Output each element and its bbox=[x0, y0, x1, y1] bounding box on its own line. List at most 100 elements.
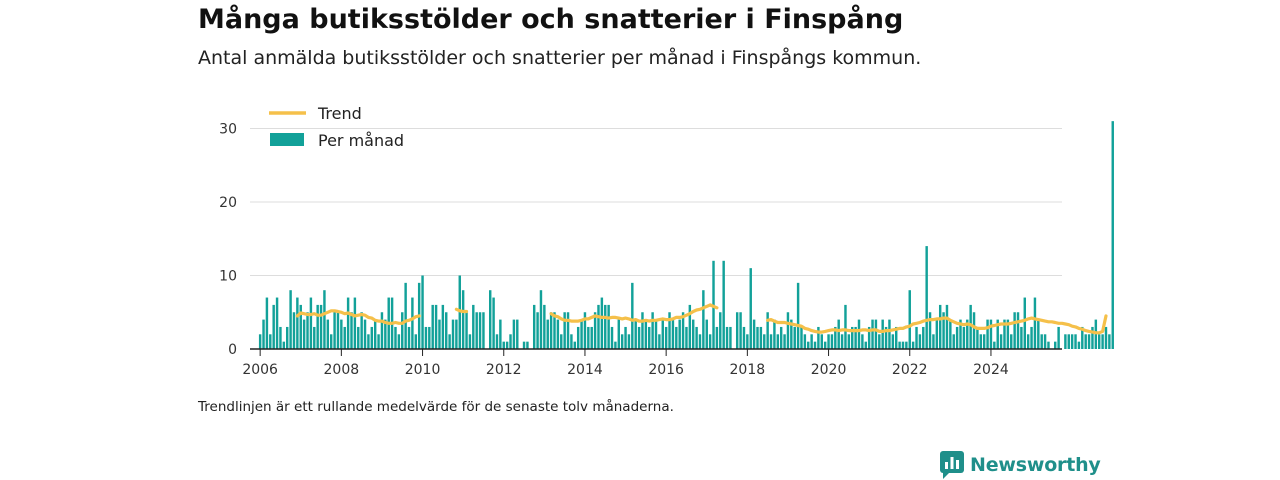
bar bbox=[1074, 334, 1077, 349]
bar bbox=[769, 334, 773, 349]
bar bbox=[546, 319, 549, 349]
bar bbox=[614, 341, 617, 349]
bar bbox=[928, 312, 932, 349]
bar bbox=[299, 304, 302, 349]
bar bbox=[922, 326, 925, 349]
bar bbox=[516, 319, 519, 349]
bar bbox=[472, 304, 475, 349]
bar bbox=[421, 275, 424, 349]
bar bbox=[336, 312, 340, 349]
bar bbox=[637, 326, 641, 349]
bar bbox=[1108, 334, 1111, 349]
bar bbox=[407, 326, 411, 349]
bar bbox=[539, 290, 543, 349]
bar bbox=[1087, 334, 1091, 349]
bar bbox=[451, 319, 455, 349]
bar bbox=[401, 312, 404, 349]
bar bbox=[1081, 326, 1084, 349]
bar bbox=[360, 312, 363, 349]
bar bbox=[414, 334, 418, 349]
bar bbox=[488, 290, 492, 349]
bar bbox=[258, 334, 262, 349]
bar bbox=[935, 319, 939, 349]
bar bbox=[323, 290, 326, 349]
bar bbox=[441, 304, 445, 349]
bar bbox=[658, 334, 661, 349]
bar bbox=[786, 312, 790, 349]
bar bbox=[549, 312, 553, 349]
bar bbox=[749, 268, 752, 349]
bar bbox=[610, 326, 614, 349]
bar bbox=[1040, 334, 1043, 349]
bar bbox=[455, 319, 458, 349]
bar bbox=[820, 334, 824, 349]
bar bbox=[343, 326, 346, 349]
bar bbox=[377, 334, 380, 349]
bar bbox=[837, 319, 840, 349]
bar bbox=[627, 334, 631, 349]
bar bbox=[282, 341, 286, 349]
bar bbox=[756, 326, 759, 349]
bar bbox=[735, 312, 739, 349]
bar bbox=[783, 334, 786, 349]
footnote: Trendlinjen är ett rullande medelvärde f… bbox=[198, 399, 674, 415]
bar bbox=[905, 341, 908, 349]
bar bbox=[1054, 341, 1057, 349]
bar bbox=[428, 326, 431, 349]
bar bbox=[373, 319, 377, 349]
bar bbox=[986, 319, 989, 349]
bar bbox=[634, 319, 637, 349]
bar bbox=[461, 290, 465, 349]
bar bbox=[942, 312, 945, 349]
bar bbox=[651, 312, 654, 349]
bar bbox=[262, 319, 265, 349]
bar bbox=[512, 319, 516, 349]
bar bbox=[492, 297, 495, 349]
brand-logo[interactable]: Newsworthy bbox=[940, 451, 1101, 479]
bar bbox=[996, 319, 999, 349]
trend-line-segment bbox=[454, 307, 469, 314]
bar bbox=[915, 326, 918, 349]
bar bbox=[397, 334, 401, 349]
bar bbox=[404, 282, 407, 349]
bar bbox=[573, 341, 577, 349]
bar bbox=[796, 282, 800, 349]
bar bbox=[590, 326, 593, 349]
bar bbox=[600, 297, 604, 349]
bar bbox=[702, 290, 705, 349]
bar bbox=[482, 312, 485, 349]
bar bbox=[864, 341, 867, 349]
brand-name: Newsworthy bbox=[970, 454, 1101, 476]
bar bbox=[505, 341, 509, 349]
bar bbox=[434, 304, 438, 349]
bar bbox=[807, 341, 810, 349]
legend: Trend Per månad bbox=[269, 104, 404, 150]
bar bbox=[901, 341, 905, 349]
bar bbox=[955, 326, 959, 349]
bar bbox=[691, 319, 695, 349]
bar bbox=[715, 326, 719, 349]
bar bbox=[705, 319, 708, 349]
bar bbox=[989, 319, 993, 349]
bar bbox=[918, 334, 922, 349]
bar bbox=[319, 304, 323, 349]
bar bbox=[932, 334, 935, 349]
bar bbox=[742, 326, 746, 349]
y-tick-label: 10 bbox=[219, 269, 237, 285]
bar bbox=[959, 319, 962, 349]
bar bbox=[884, 326, 888, 349]
bar bbox=[431, 304, 434, 349]
bar bbox=[292, 312, 296, 349]
bar bbox=[1033, 297, 1037, 349]
bar bbox=[854, 326, 857, 349]
bar bbox=[326, 319, 330, 349]
y-tick-label: 30 bbox=[219, 122, 237, 138]
bar bbox=[1077, 341, 1081, 349]
bar bbox=[773, 319, 776, 349]
bar bbox=[982, 334, 986, 349]
x-tick-label: 2010 bbox=[405, 362, 441, 378]
bar bbox=[532, 304, 536, 349]
bar bbox=[993, 341, 996, 349]
x-tick-label: 2016 bbox=[648, 362, 684, 378]
bar bbox=[698, 334, 702, 349]
